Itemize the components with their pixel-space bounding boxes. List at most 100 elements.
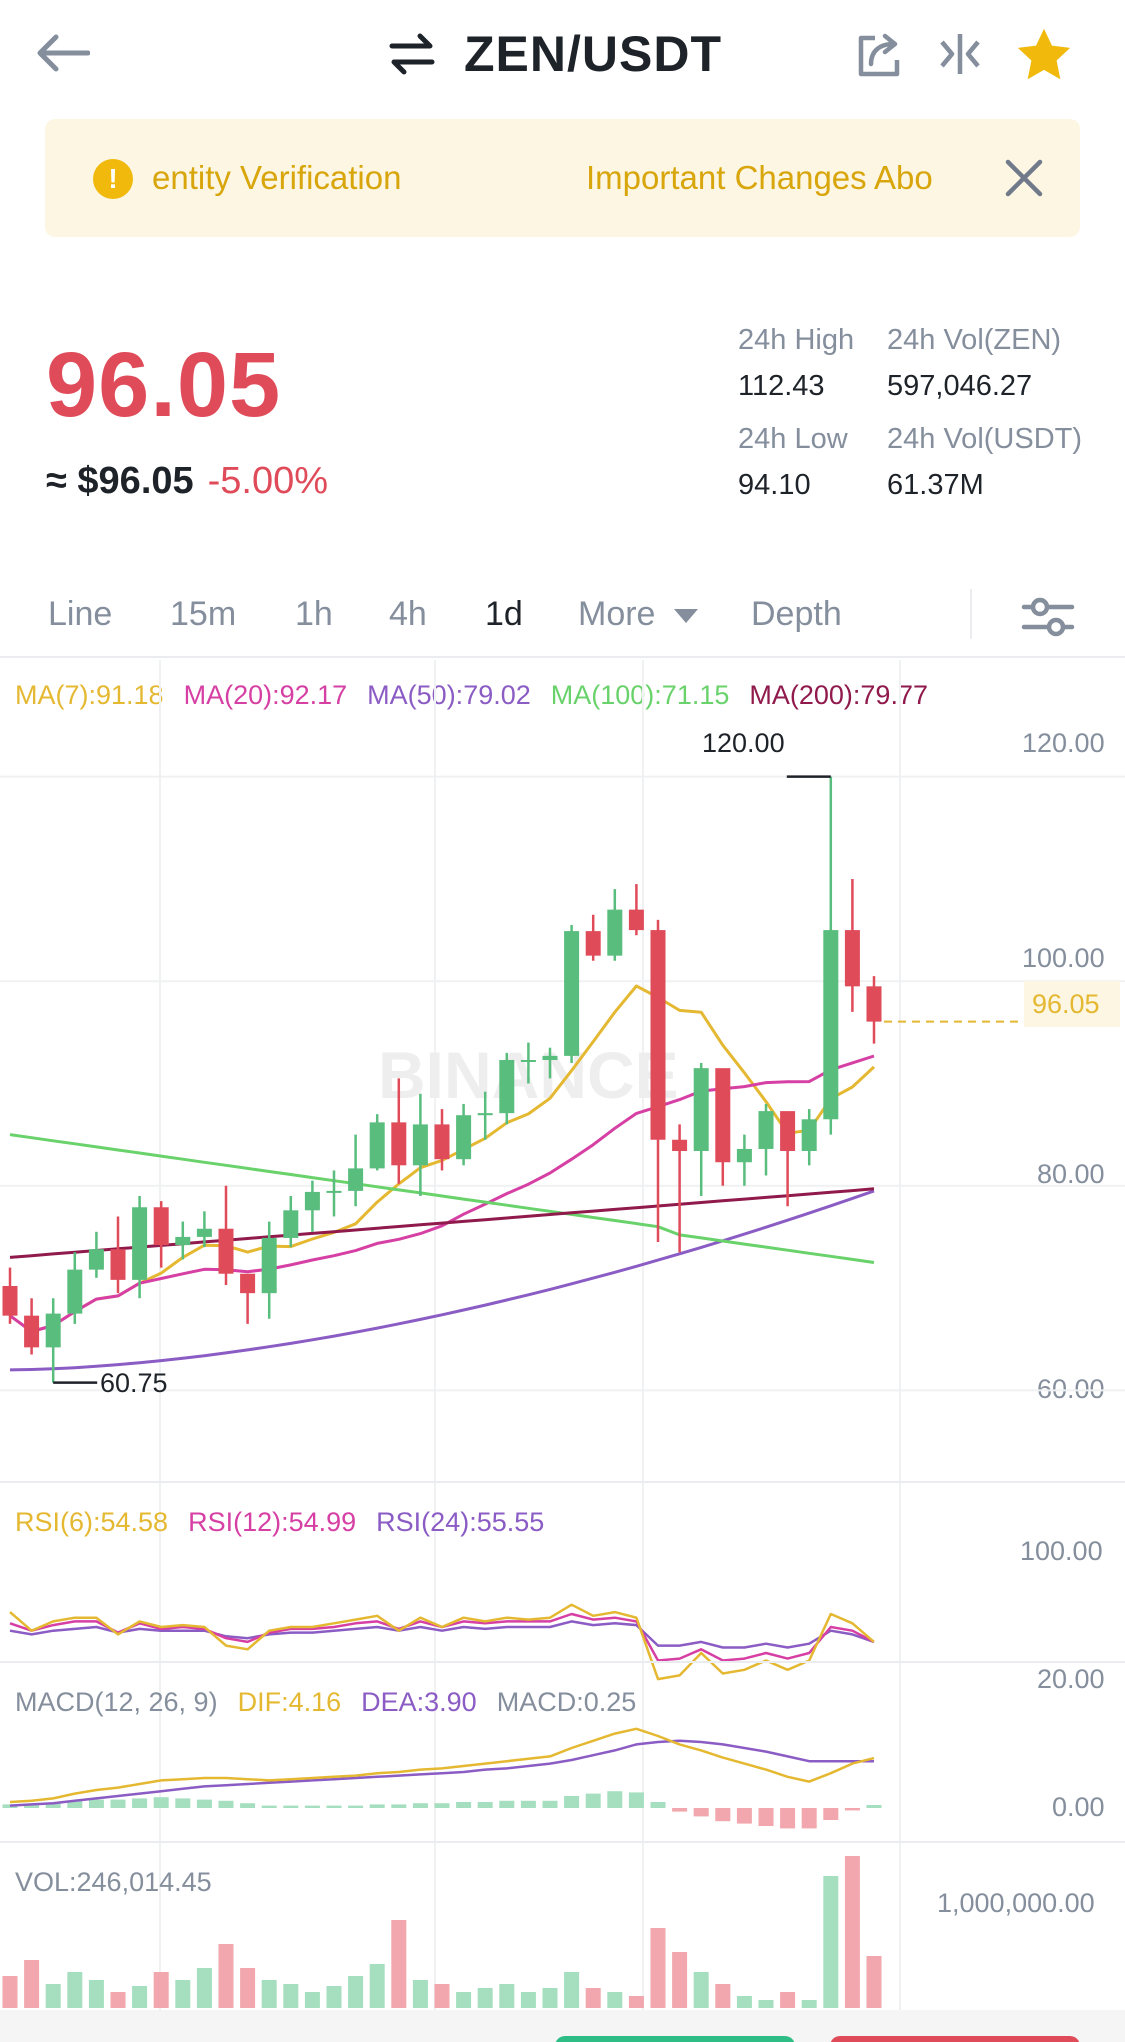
volume-bar bbox=[499, 1984, 515, 2008]
compare-icon bbox=[940, 34, 980, 74]
tab-1h[interactable]: 1h bbox=[295, 595, 333, 633]
arrow-left-icon bbox=[37, 34, 90, 72]
macd-histogram-bar bbox=[261, 1805, 277, 1808]
banner-message-identity[interactable]: entity Verification bbox=[152, 159, 402, 196]
tab-more[interactable]: More bbox=[578, 595, 699, 634]
compare-button[interactable] bbox=[932, 26, 988, 82]
candle-body bbox=[866, 986, 882, 1022]
candle-body bbox=[67, 1269, 83, 1314]
macd-histogram-bar bbox=[672, 1808, 688, 1812]
ma-legend: MA(7):91.18 MA(20):92.17 MA(50):79.02 MA(10… bbox=[15, 680, 948, 711]
high-marker-label: 120.00 bbox=[702, 728, 785, 758]
candle-body bbox=[240, 1273, 256, 1294]
ma100-line bbox=[9, 1133, 875, 1264]
banner-message-changes[interactable]: Important Changes Abo bbox=[586, 159, 933, 196]
candle-body bbox=[369, 1122, 385, 1169]
favorite-button[interactable] bbox=[1016, 26, 1072, 82]
candle-body bbox=[585, 931, 601, 956]
swap-arrows-icon bbox=[388, 29, 438, 79]
macd-histogram-bar bbox=[434, 1803, 450, 1808]
volume-bar bbox=[218, 1944, 234, 2008]
candle-body bbox=[520, 1059, 536, 1062]
ma20-value: MA(20):92.17 bbox=[183, 680, 348, 710]
ma100-value: MA(100):71.15 bbox=[550, 680, 730, 710]
macd-axis-label: 0.00 bbox=[1052, 1792, 1105, 1822]
macd-histogram-bar bbox=[88, 1799, 104, 1808]
sell-button[interactable] bbox=[830, 2036, 1080, 2042]
tab-4h[interactable]: 4h bbox=[389, 595, 427, 633]
tab-1d[interactable]: 1d bbox=[485, 595, 523, 633]
back-button[interactable] bbox=[30, 28, 94, 78]
banner-close-button[interactable] bbox=[997, 151, 1051, 205]
candle-body bbox=[348, 1168, 364, 1191]
macd-histogram-bar bbox=[780, 1808, 796, 1829]
candle-body bbox=[672, 1139, 688, 1151]
rsi24-line bbox=[9, 1620, 875, 1649]
macd-dif-value: DIF:4.16 bbox=[237, 1687, 342, 1717]
candle-body bbox=[218, 1228, 234, 1274]
volume-bar bbox=[542, 1988, 558, 2008]
macd-params: MACD(12, 26, 9) bbox=[15, 1687, 218, 1717]
macd-histogram-bar bbox=[585, 1793, 601, 1808]
macd-histogram-bar bbox=[196, 1799, 212, 1808]
macd-histogram-bar bbox=[823, 1808, 839, 1820]
macd-dea-line bbox=[9, 1739, 874, 1807]
macd-histogram-bar bbox=[607, 1791, 623, 1808]
macd-histogram-bar bbox=[110, 1799, 126, 1808]
close-icon bbox=[1005, 159, 1043, 197]
candle-body bbox=[477, 1113, 493, 1116]
candle-body bbox=[434, 1124, 450, 1160]
volume-bar bbox=[45, 1984, 61, 2008]
candle-body bbox=[715, 1068, 731, 1163]
low-value: 94.10 bbox=[738, 469, 811, 501]
candle-body bbox=[24, 1315, 40, 1348]
volume-bar bbox=[2, 1976, 18, 2008]
buy-button[interactable] bbox=[555, 2036, 795, 2042]
volume-bar bbox=[844, 1856, 860, 2008]
volume-bar bbox=[369, 1964, 385, 2008]
rsi24-value: RSI(24):55.55 bbox=[376, 1507, 545, 1537]
macd-histogram-bar bbox=[304, 1805, 320, 1808]
price-change-percent: -5.00% bbox=[207, 460, 329, 502]
volume-bar bbox=[456, 1992, 472, 2008]
chart-settings-button[interactable] bbox=[1020, 595, 1076, 639]
macd-histogram-bar bbox=[67, 1800, 83, 1808]
macd-histogram-bar bbox=[801, 1808, 817, 1829]
candle-body bbox=[456, 1115, 472, 1160]
ma200-value: MA(200):79.77 bbox=[749, 680, 928, 710]
volume-bar bbox=[391, 1920, 407, 2008]
macd-histogram-bar bbox=[218, 1800, 234, 1808]
volume-bar bbox=[672, 1952, 688, 2008]
rsi12-value: RSI(12):54.99 bbox=[188, 1507, 357, 1537]
macd-histogram-bar bbox=[283, 1805, 299, 1808]
high-value: 112.43 bbox=[738, 370, 825, 402]
ma50-value: MA(50):79.02 bbox=[367, 680, 531, 710]
volume-bar bbox=[110, 1992, 126, 2008]
volume-bar bbox=[88, 1980, 104, 2008]
volume-divider bbox=[0, 1841, 1125, 1843]
candle-body bbox=[261, 1237, 277, 1294]
tab-line[interactable]: Line bbox=[48, 595, 113, 633]
pair-selector[interactable]: ZEN/USDT bbox=[388, 22, 722, 86]
price-axis-label: 100.00 bbox=[1022, 943, 1105, 973]
volume-bar bbox=[283, 1984, 299, 2008]
vol-quote-label: 24h Vol(USDT) bbox=[887, 423, 1083, 455]
tab-more-label: More bbox=[578, 595, 656, 633]
tab-15m[interactable]: 15m bbox=[170, 595, 237, 633]
rsi-divider bbox=[0, 1481, 1125, 1483]
volume-bar bbox=[24, 1960, 40, 2008]
candle-body bbox=[326, 1190, 342, 1193]
price-axis-label: 60.00 bbox=[1037, 1374, 1105, 1404]
volume-bar bbox=[823, 1876, 839, 2008]
volume-bar bbox=[693, 1972, 709, 2008]
volume-legend: VOL:246,014.45 bbox=[15, 1867, 212, 1897]
vol-base-value: 597,046.27 bbox=[887, 370, 1033, 402]
candle-body bbox=[823, 930, 839, 1120]
tabs-separator bbox=[970, 589, 972, 639]
share-button[interactable] bbox=[852, 26, 908, 82]
price-axis-label: 80.00 bbox=[1037, 1159, 1105, 1189]
candle-body bbox=[736, 1148, 752, 1163]
macd-histogram-bar bbox=[326, 1805, 342, 1808]
tab-depth[interactable]: Depth bbox=[751, 595, 842, 633]
